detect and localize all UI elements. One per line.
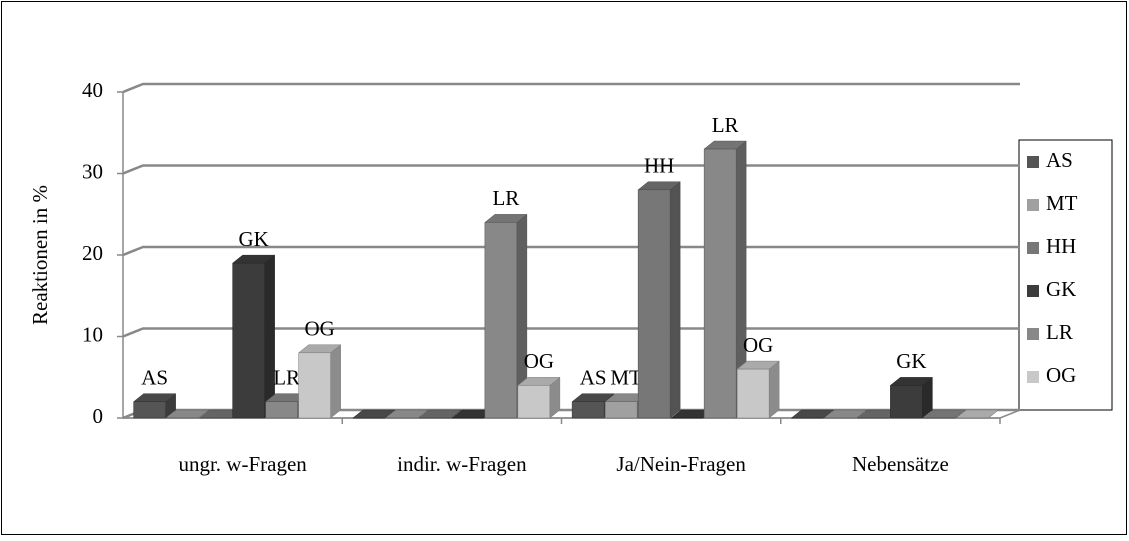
- data-label: MT: [610, 366, 642, 390]
- grid-line: [122, 82, 1020, 94]
- legend-swatch: [1027, 242, 1039, 254]
- bar-front: [484, 222, 518, 419]
- y-tick-label: 0: [93, 404, 104, 428]
- bar-side: [330, 344, 341, 419]
- bar: [484, 213, 528, 419]
- data-label: GK: [238, 227, 268, 251]
- data-label: OG: [524, 349, 554, 373]
- bar: [955, 409, 1000, 419]
- legend-label: LR: [1046, 320, 1073, 344]
- bar: [637, 181, 681, 419]
- bar-front: [637, 189, 671, 419]
- legend-label: OG: [1046, 363, 1076, 387]
- data-label: LR: [273, 366, 300, 390]
- bar: [132, 393, 177, 419]
- bar: [297, 344, 342, 419]
- legend-box: [1018, 139, 1113, 411]
- bar-side: [669, 181, 681, 419]
- data-label: AS: [580, 366, 607, 390]
- legend-swatch: [1027, 285, 1039, 297]
- data-label: LR: [492, 186, 519, 210]
- data-label: AS: [141, 366, 168, 390]
- bar-front: [133, 401, 166, 419]
- y-tick-label: 20: [82, 241, 103, 265]
- bar: [790, 409, 835, 419]
- bar: [352, 409, 396, 419]
- bar: [418, 409, 462, 419]
- y-axis-title: Reaktionen in %: [28, 185, 52, 325]
- bar: [165, 409, 210, 419]
- legend-swatch: [1027, 199, 1039, 211]
- bar: [517, 376, 561, 419]
- y-tick-label: 40: [82, 78, 103, 102]
- data-label: OG: [304, 317, 334, 341]
- bar-front: [517, 385, 551, 419]
- bar: [703, 140, 747, 419]
- bar-front: [571, 401, 605, 419]
- legend-swatch: [1027, 371, 1039, 383]
- legend-label: HH: [1046, 234, 1076, 258]
- legend-swatch: [1027, 156, 1039, 168]
- bar: [736, 360, 780, 419]
- bar-front: [703, 148, 737, 419]
- bar-front: [736, 368, 770, 419]
- bar-side: [264, 254, 275, 419]
- bar-front: [604, 401, 638, 419]
- bar-front: [265, 401, 298, 419]
- x-tick-label: ungr. w-Fragen: [178, 452, 307, 476]
- bar-side: [768, 360, 780, 419]
- data-label: GK: [896, 349, 926, 373]
- bar-front: [890, 385, 923, 419]
- x-tick-label: Ja/Nein-Fragen: [616, 452, 746, 476]
- legend-label: AS: [1046, 148, 1073, 172]
- bar: [385, 409, 429, 419]
- bar: [922, 409, 967, 419]
- legend-label: GK: [1046, 277, 1076, 301]
- y-tick-label: 30: [82, 159, 103, 183]
- bar: [231, 254, 276, 419]
- legend-label: MT: [1046, 191, 1078, 215]
- y-tick-label: 10: [82, 322, 103, 346]
- data-label: OG: [743, 333, 773, 357]
- bar-front: [298, 352, 331, 419]
- x-tick-label: Nebensätze: [852, 452, 949, 476]
- x-tick-label: indir. w-Fragen: [397, 452, 527, 476]
- bar-front: [232, 262, 265, 419]
- data-label: HH: [644, 154, 674, 178]
- bar: [889, 376, 934, 419]
- bar: [823, 409, 868, 419]
- data-label: LR: [712, 113, 739, 137]
- legend-swatch: [1027, 328, 1039, 340]
